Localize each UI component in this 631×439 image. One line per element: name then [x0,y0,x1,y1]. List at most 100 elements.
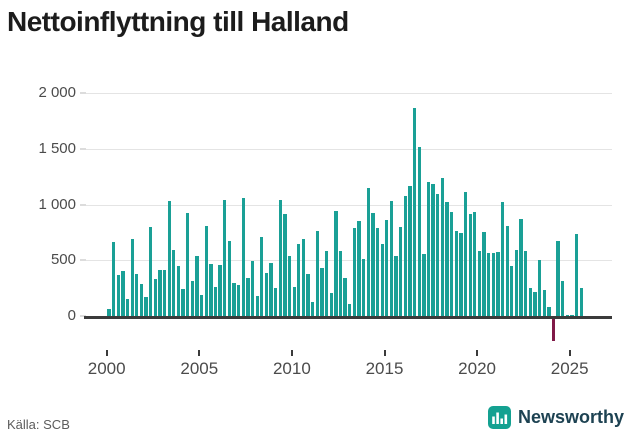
bar [412,107,417,316]
x-axis-tick [568,350,571,356]
bar [264,272,269,316]
y-axis-tick-label: 2 000 [38,84,76,101]
source-note: Källa: SCB [7,417,70,432]
bar [186,212,190,316]
gridline [84,93,612,94]
x-axis-line [84,315,612,319]
bar [445,202,449,316]
bar [199,295,204,316]
bar [329,292,333,316]
y-axis-tick-label: 1 500 [38,139,76,157]
bar [287,255,292,316]
bar [375,227,380,316]
x-axis-tick-label: 2000 [87,359,126,378]
bar [542,289,546,316]
bar [431,183,435,316]
y-axis-tick-label: 1 000 [38,195,76,213]
bar [426,182,431,316]
bar [121,271,125,316]
bar [278,199,282,316]
bar [237,285,241,316]
bar [519,219,523,316]
bar [385,220,389,316]
bar [362,258,366,316]
gridline [84,260,612,262]
bar [241,198,245,316]
bar [551,318,556,342]
plot-area: 0 500 1 000 1 500 2 000 2000 2005 2010 2015 2020 2… [38,84,612,378]
bar [487,253,491,316]
bar [366,188,370,316]
y-axis-tick-label: 500 [50,251,76,269]
bar [292,286,296,316]
bar [283,214,287,316]
y-axis-tick [80,259,86,262]
bar [408,185,412,316]
bar [153,278,157,316]
bar [255,295,259,316]
bar [454,231,458,316]
bar [500,201,505,316]
x-axis-tick [105,350,108,356]
bar [130,239,134,316]
bar [172,250,176,316]
x-axis-tick-label: 2025 [550,359,589,378]
bar [422,254,426,316]
bar [181,289,185,316]
x-axis-tick [198,350,201,356]
bar [111,242,116,316]
bar [324,251,329,316]
gridline [84,148,612,150]
bar [338,251,343,316]
bar [320,268,324,316]
bar [190,281,195,316]
bar [301,239,306,316]
bar [514,249,519,316]
bar [561,280,565,316]
bar [524,250,528,316]
bar [417,146,421,316]
bar [352,227,357,316]
bar [357,220,361,316]
y-axis-tick [80,147,86,150]
bar [482,232,486,316]
x-axis-tick [383,350,386,356]
bar [139,283,144,316]
bar [274,287,278,316]
bar [343,278,347,316]
y-axis-tick [80,315,86,317]
x-axis-tick-label: 2015 [365,359,404,378]
bar [218,264,222,316]
bar [269,263,273,316]
bar [116,274,120,316]
bar [246,277,250,316]
bar [570,314,574,316]
bar [144,297,148,316]
bar [403,196,407,316]
x-axis-tick-label: 2020 [458,359,496,378]
bar [477,250,482,316]
newsworthy-logo[interactable]: Newsworthy [487,406,624,429]
bar [565,314,570,316]
bar [579,287,583,316]
bar [556,240,560,316]
chart-title: Nettoinflyttning till Halland [7,6,349,37]
bar [250,261,255,316]
bar [204,226,208,316]
bar [473,211,477,316]
newsworthy-wordmark: Newsworthy [517,407,624,427]
bar [394,256,398,316]
y-axis-tick [80,203,86,206]
bar [533,291,537,316]
bar [125,299,130,316]
bar [135,274,139,316]
bar [167,201,171,316]
bar [371,212,375,316]
bar [213,286,218,316]
bar [348,303,352,316]
bar [334,210,338,316]
gridline [84,204,612,206]
bar [510,266,514,316]
bar [491,253,495,316]
bar [260,237,264,316]
